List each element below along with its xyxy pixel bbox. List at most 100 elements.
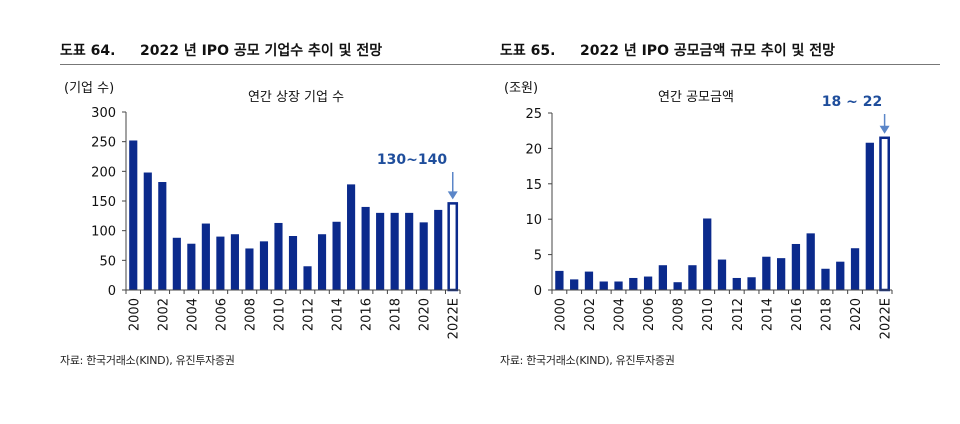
bar: [259, 241, 269, 290]
bar: [230, 234, 239, 290]
bar: [332, 221, 341, 290]
bar: [245, 248, 254, 290]
bar: [390, 212, 399, 290]
bar: [361, 206, 370, 290]
bar: [599, 281, 608, 290]
x-tick-label: 2008: [243, 298, 258, 331]
bar: [776, 258, 786, 290]
bar: [143, 172, 152, 290]
bar: [158, 182, 167, 290]
y-tick-label: 50: [99, 254, 116, 269]
bar: [129, 140, 138, 290]
bar: [688, 265, 697, 290]
bar: [865, 142, 874, 290]
annotation-label: 130~140: [377, 152, 447, 168]
x-tick-label: 2004: [185, 298, 200, 331]
bar: [347, 184, 356, 290]
x-tick-label: 2010: [272, 298, 287, 331]
y-tick-label: 100: [91, 225, 116, 240]
x-tick-label: 2008: [672, 298, 687, 331]
x-tick-label: 2016: [360, 298, 375, 331]
annotation-arrow-head: [879, 125, 890, 134]
x-tick-label: 2010: [701, 298, 716, 331]
bar: [703, 218, 712, 290]
bar: [732, 277, 741, 290]
y-tick-label: 200: [91, 165, 116, 180]
x-tick-label: 2004: [613, 298, 628, 331]
bar: [717, 259, 727, 290]
header-divider: [60, 64, 500, 65]
bar: [747, 277, 756, 290]
x-tick-label: 2000: [127, 298, 142, 331]
x-tick-label: 2016: [790, 298, 805, 331]
x-tick-label: 2000: [553, 298, 568, 331]
bar: [434, 209, 443, 290]
x-tick-label: 2006: [642, 298, 657, 331]
bar: [629, 277, 638, 290]
y-tick-label: 300: [91, 106, 116, 121]
x-tick-label: 2020: [849, 298, 864, 331]
bar: [555, 270, 564, 290]
bar: [419, 222, 428, 290]
y-axis-label: (기업 수): [64, 81, 114, 96]
figure-title: 2022 년 IPO 공모금액 규모 추이 및 전망: [580, 43, 836, 59]
x-tick-label: 2022E: [879, 298, 894, 339]
bar: [850, 248, 860, 290]
x-tick-label: 2022E: [447, 298, 462, 339]
chart-title: 연간 상장 기업 수: [248, 90, 344, 105]
x-tick-label: 2018: [389, 298, 404, 331]
y-tick-label: 25: [525, 107, 542, 122]
y-tick-label: 10: [525, 213, 542, 228]
x-tick-label: 2018: [819, 298, 834, 331]
bar: [836, 261, 845, 290]
bar: [376, 212, 385, 290]
bar: [643, 276, 653, 290]
y-tick-label: 0: [108, 284, 116, 299]
bar: [216, 236, 225, 290]
header-divider: [500, 64, 940, 65]
bar: [821, 268, 830, 290]
bar: [405, 212, 414, 290]
bar: [274, 222, 283, 290]
x-tick-label: 2006: [214, 298, 229, 331]
figure-title: 2022 년 IPO 공모 기업수 추이 및 전망: [140, 43, 383, 59]
figure-65: 도표 65. 2022 년 IPO 공모금액 규모 추이 및 전망 (조원) 연간…: [500, 0, 940, 424]
y-tick-label: 5: [534, 249, 542, 264]
bar: [791, 243, 801, 290]
annotation-label: 18 ~ 22: [822, 94, 882, 110]
bar: [288, 236, 298, 290]
y-tick-label: 150: [91, 195, 116, 210]
bar: [303, 266, 312, 290]
annotation-arrow-head: [447, 191, 458, 200]
x-tick-label: 2020: [418, 298, 433, 331]
bar: [317, 234, 327, 290]
bar: [187, 243, 196, 290]
figure-64: 도표 64. 2022 년 IPO 공모 기업수 추이 및 전망 (기업 수) 연…: [60, 0, 500, 424]
source-note: 자료: 한국거래소(KIND), 유진투자증권: [60, 354, 235, 367]
bar: [570, 279, 579, 290]
source-note: 자료: 한국거래소(KIND), 유진투자증권: [500, 354, 675, 367]
figure-header: 도표 64. 2022 년 IPO 공모 기업수 추이 및 전망: [60, 38, 500, 62]
forecast-bar: [879, 136, 890, 292]
forecast-bar: [447, 202, 459, 292]
x-tick-label: 2014: [331, 298, 346, 331]
y-tick-label: 15: [525, 178, 542, 193]
y-axis-label: (조원): [504, 81, 538, 96]
chart-title: 연간 공모금액: [658, 90, 734, 105]
x-tick-label: 2002: [583, 298, 598, 331]
y-tick-label: 0: [534, 284, 542, 299]
bar: [584, 271, 594, 290]
ipo-amount-chart: (조원) 연간 공모금액 0 5 10 15 20 25 2000 2002 2004 2006 200…: [504, 81, 894, 339]
x-tick-label: 2014: [760, 298, 775, 331]
x-tick-label: 2012: [302, 298, 317, 331]
figure-label: 도표 64.: [60, 43, 116, 59]
x-tick-label: 2002: [156, 298, 171, 331]
figure-label: 도표 65.: [500, 43, 556, 59]
bar: [201, 223, 210, 290]
x-tick-label: 2012: [731, 298, 746, 331]
bar: [658, 265, 668, 290]
bar: [614, 281, 623, 290]
y-tick-label: 250: [91, 136, 116, 151]
ipo-company-count-chart: (기업 수) 연간 상장 기업 수 0 50 100 150 200 250 300 2000 20…: [64, 81, 462, 339]
bar: [762, 256, 771, 290]
